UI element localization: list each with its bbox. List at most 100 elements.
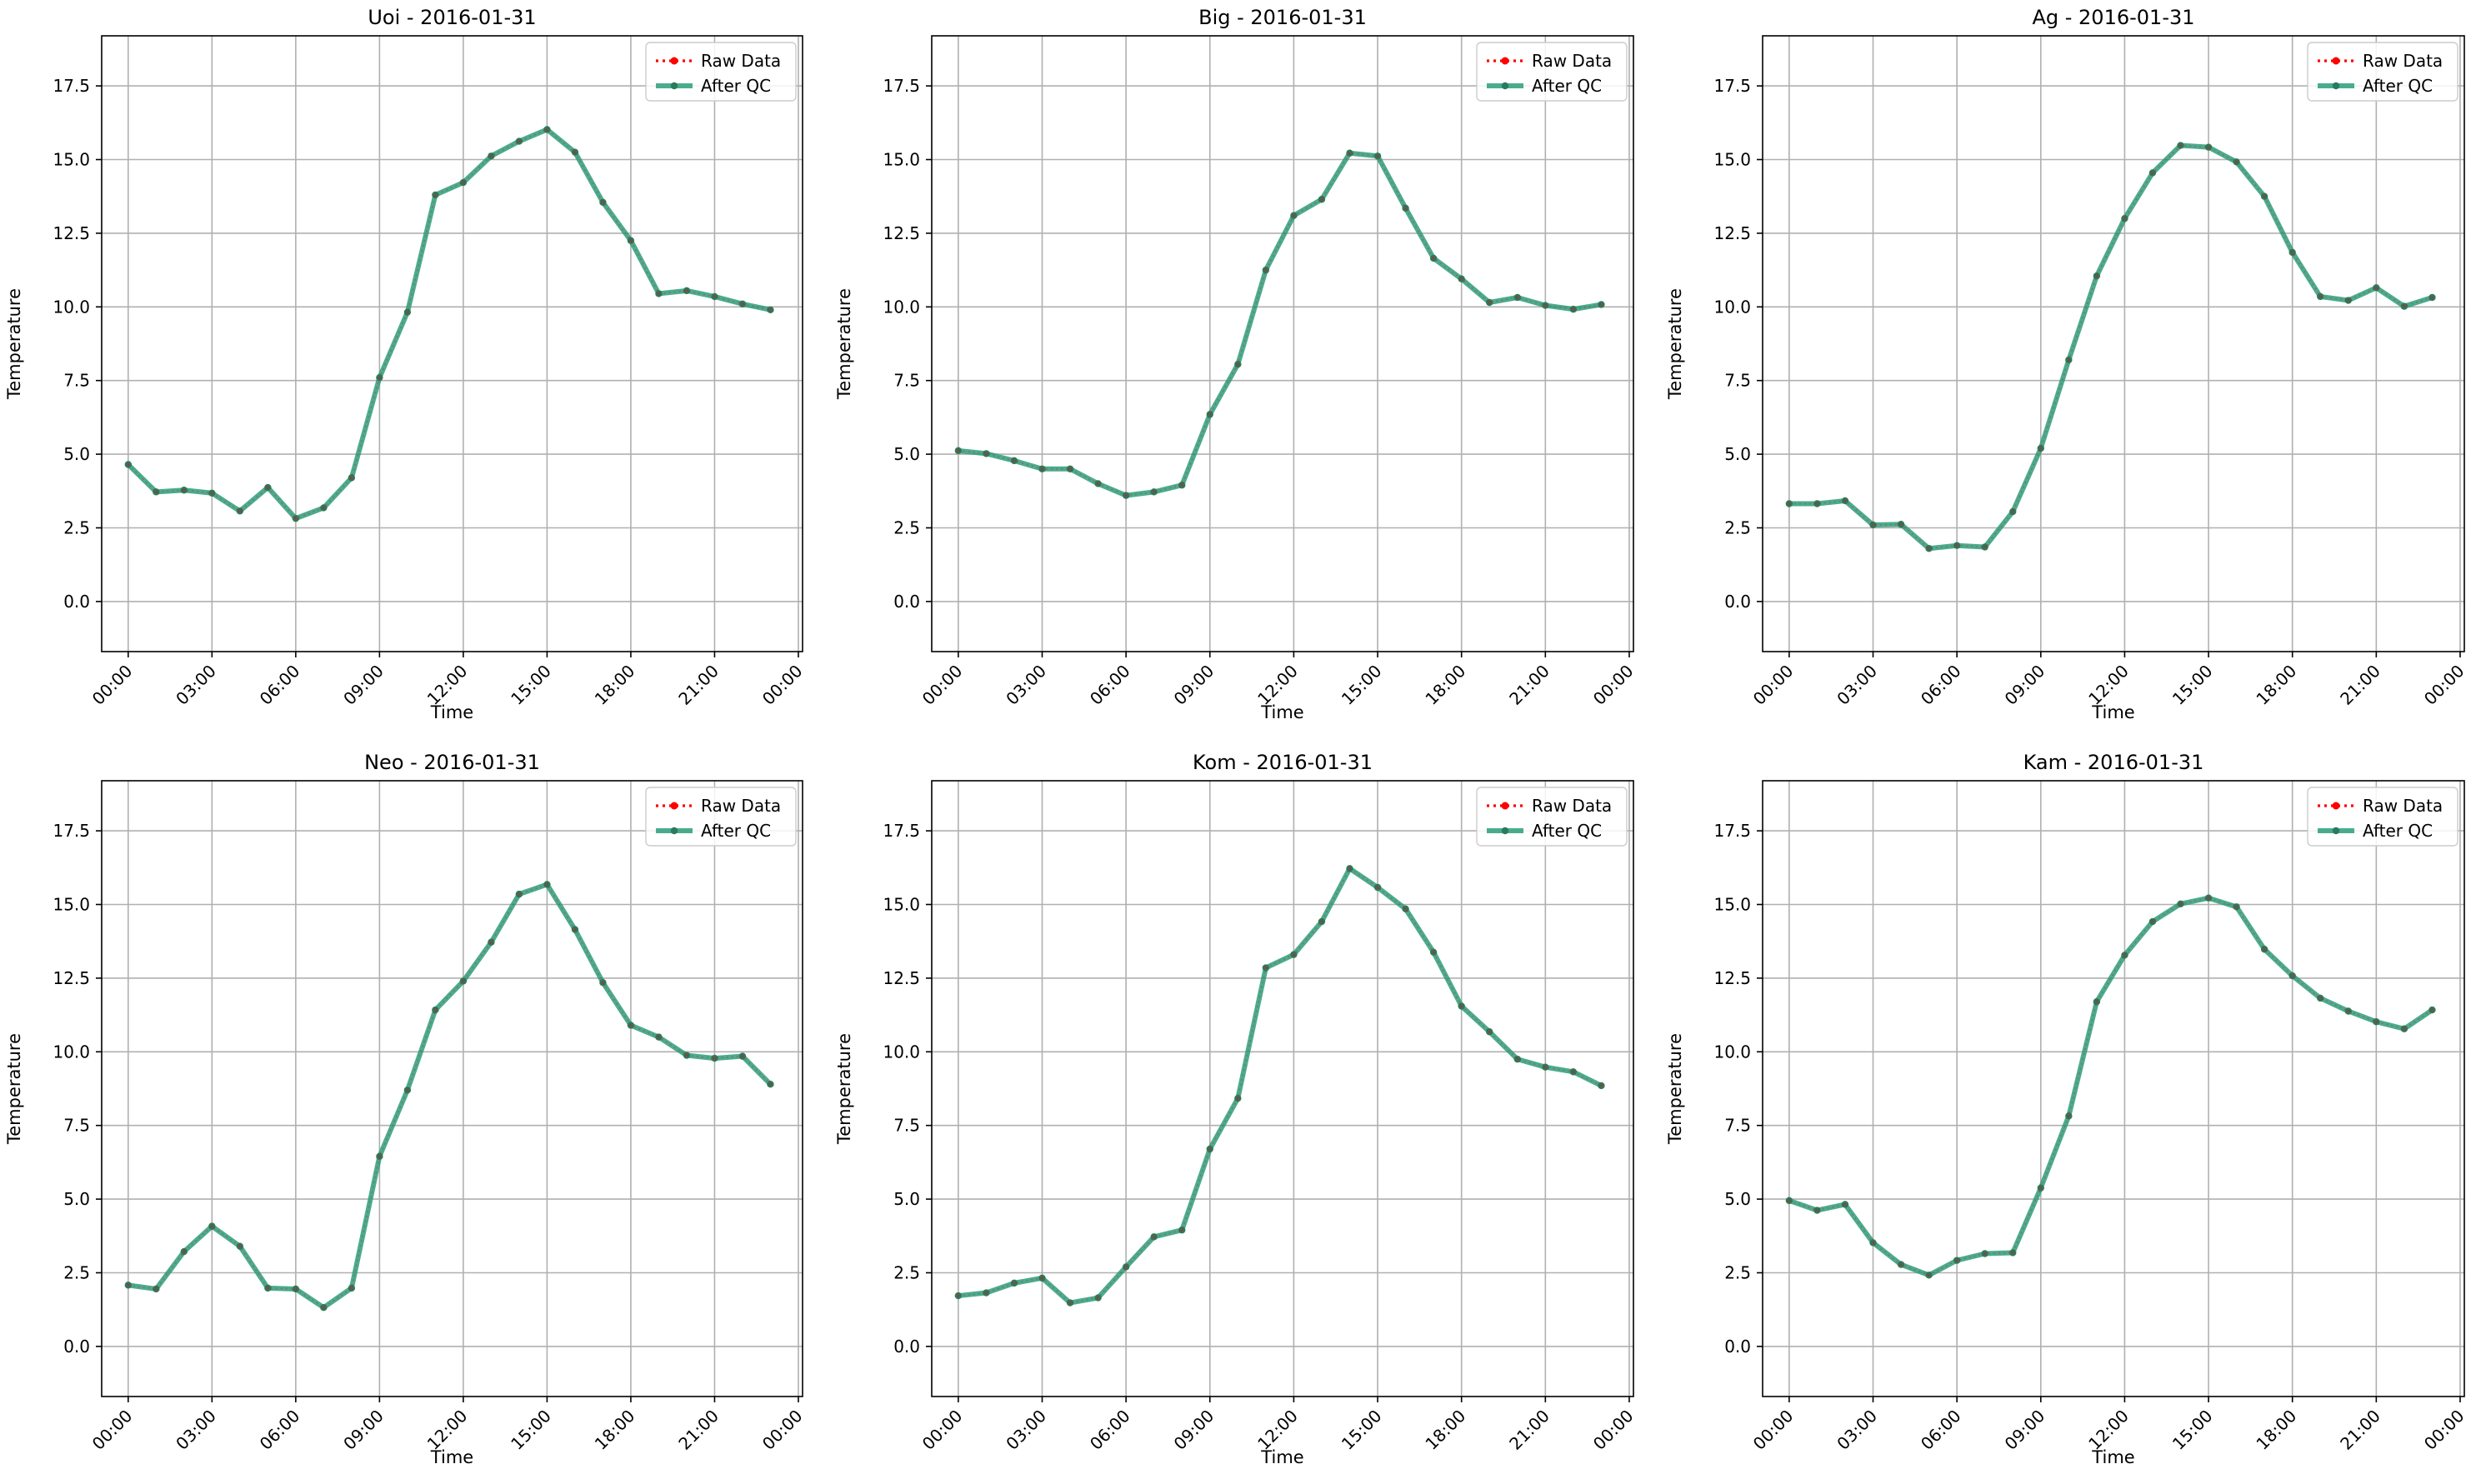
y-tick-label: 0.0 bbox=[893, 592, 920, 612]
x-tick-label: 15:00 bbox=[507, 1406, 555, 1454]
series-line-after-qc bbox=[128, 882, 773, 1311]
raw-data-point bbox=[1431, 950, 1436, 954]
after-qc-point bbox=[1953, 542, 1961, 549]
after-qc-point bbox=[320, 504, 328, 512]
raw-data-point bbox=[1319, 197, 1324, 202]
series-line-raw-data bbox=[128, 883, 772, 1309]
legend-qc-label: After QC bbox=[2363, 76, 2433, 96]
y-tick-label: 7.5 bbox=[63, 1116, 90, 1136]
after-qc-point bbox=[2177, 900, 2184, 908]
x-tick-label: 06:00 bbox=[1086, 1406, 1134, 1454]
series-line-raw-data bbox=[1788, 897, 2433, 1277]
x-tick-label: 00:00 bbox=[2420, 1406, 2468, 1454]
raw-data-point bbox=[2038, 446, 2043, 451]
after-qc-point bbox=[1066, 1299, 1074, 1307]
raw-data-point bbox=[1871, 522, 1875, 527]
raw-data-point bbox=[1403, 907, 1408, 912]
raw-data-point bbox=[545, 882, 549, 887]
after-qc-point bbox=[1486, 1028, 1493, 1036]
raw-data-point bbox=[2234, 160, 2238, 164]
chart-title: Ag - 2016-01-31 bbox=[2032, 6, 2194, 29]
raw-data-point bbox=[1375, 154, 1380, 158]
raw-data-point bbox=[2178, 143, 2183, 147]
legend-raw-label: Raw Data bbox=[1532, 796, 1612, 816]
raw-data-point bbox=[768, 1082, 773, 1087]
raw-data-point bbox=[1319, 919, 1324, 924]
x-tick-label: 15:00 bbox=[2168, 661, 2217, 709]
x-tick-label: 03:00 bbox=[1002, 1406, 1050, 1454]
y-tick-label: 17.5 bbox=[883, 76, 920, 96]
raw-data-point bbox=[489, 940, 493, 944]
after-qc-point bbox=[1785, 1197, 1793, 1205]
x-tick-label: 18:00 bbox=[591, 661, 639, 709]
after-qc-point bbox=[459, 977, 468, 985]
after-qc-point bbox=[1486, 298, 1493, 307]
y-tick-label: 5.0 bbox=[1724, 1189, 1751, 1209]
after-qc-point bbox=[1981, 1250, 1988, 1257]
after-qc-point bbox=[711, 1054, 718, 1062]
after-qc-point bbox=[1178, 482, 1186, 489]
after-qc-point bbox=[515, 137, 523, 145]
x-tick-label: 03:00 bbox=[172, 661, 220, 709]
after-qc-point bbox=[2288, 972, 2296, 980]
y-axis-label: Temperature bbox=[1665, 288, 1685, 400]
after-qc-point bbox=[1925, 1272, 1933, 1279]
after-qc-point bbox=[180, 1247, 188, 1256]
after-qc-point bbox=[2037, 1184, 2044, 1192]
axes-frame bbox=[1762, 780, 2465, 1397]
raw-data-point bbox=[1152, 490, 1156, 494]
raw-data-point bbox=[2290, 250, 2294, 255]
after-qc-point bbox=[1206, 1145, 1213, 1153]
legend: Raw Data After QC bbox=[1476, 787, 1628, 847]
series-line-raw-data bbox=[958, 867, 1602, 1304]
raw-data-point bbox=[984, 452, 988, 456]
raw-data-point bbox=[378, 1154, 382, 1159]
after-qc-point bbox=[1513, 1055, 1521, 1063]
after-qc-point bbox=[954, 447, 963, 455]
chart-title: Big - 2016-01-31 bbox=[1198, 6, 1367, 29]
raw-data-point bbox=[1208, 412, 1212, 417]
legend: Raw Data After QC bbox=[2307, 42, 2458, 102]
after-qc-point bbox=[1953, 1257, 1961, 1264]
after-qc-point bbox=[403, 308, 412, 316]
x-tick-label: 00:00 bbox=[1749, 1406, 1798, 1454]
raw-data-point bbox=[1983, 545, 1987, 549]
legend-raw-marker bbox=[1501, 802, 1509, 810]
raw-data-point bbox=[154, 490, 158, 494]
x-tick-label: 21:00 bbox=[1505, 661, 1553, 709]
x-tick-label: 00:00 bbox=[1589, 661, 1638, 709]
after-qc-point bbox=[1402, 204, 1409, 212]
raw-data-point bbox=[545, 127, 549, 132]
x-axis-label: Time bbox=[430, 1447, 473, 1467]
after-qc-point bbox=[571, 148, 579, 156]
raw-data-point bbox=[1515, 1057, 1519, 1062]
raw-data-point bbox=[349, 476, 354, 480]
y-tick-label: 10.0 bbox=[1713, 297, 1751, 317]
after-qc-point bbox=[1038, 465, 1046, 472]
after-qc-point bbox=[292, 1285, 300, 1293]
raw-data-point bbox=[2262, 947, 2267, 952]
raw-data-point bbox=[2067, 1114, 2071, 1118]
raw-data-point bbox=[573, 927, 578, 932]
raw-data-point bbox=[2123, 953, 2127, 957]
x-axis-label: Time bbox=[1260, 702, 1303, 722]
raw-data-point bbox=[1263, 267, 1268, 272]
after-qc-point bbox=[655, 290, 663, 297]
raw-data-point bbox=[657, 292, 661, 296]
raw-data-point bbox=[293, 1287, 298, 1292]
raw-data-point bbox=[517, 892, 522, 897]
after-qc-point bbox=[1598, 1082, 1605, 1090]
y-tick-label: 10.0 bbox=[53, 297, 90, 317]
y-tick-label: 17.5 bbox=[883, 821, 920, 841]
after-qc-point bbox=[1925, 545, 1933, 552]
after-qc-point bbox=[1150, 1233, 1158, 1241]
after-qc-point bbox=[983, 1289, 990, 1297]
after-qc-point bbox=[2065, 1112, 2073, 1120]
x-tick-label: 06:00 bbox=[1917, 661, 1965, 709]
after-qc-point bbox=[2317, 292, 2324, 301]
after-qc-point bbox=[1598, 301, 1605, 308]
raw-data-point bbox=[2150, 171, 2155, 175]
after-qc-point bbox=[1318, 917, 1326, 926]
raw-data-point bbox=[126, 1283, 131, 1287]
after-qc-point bbox=[153, 488, 160, 496]
